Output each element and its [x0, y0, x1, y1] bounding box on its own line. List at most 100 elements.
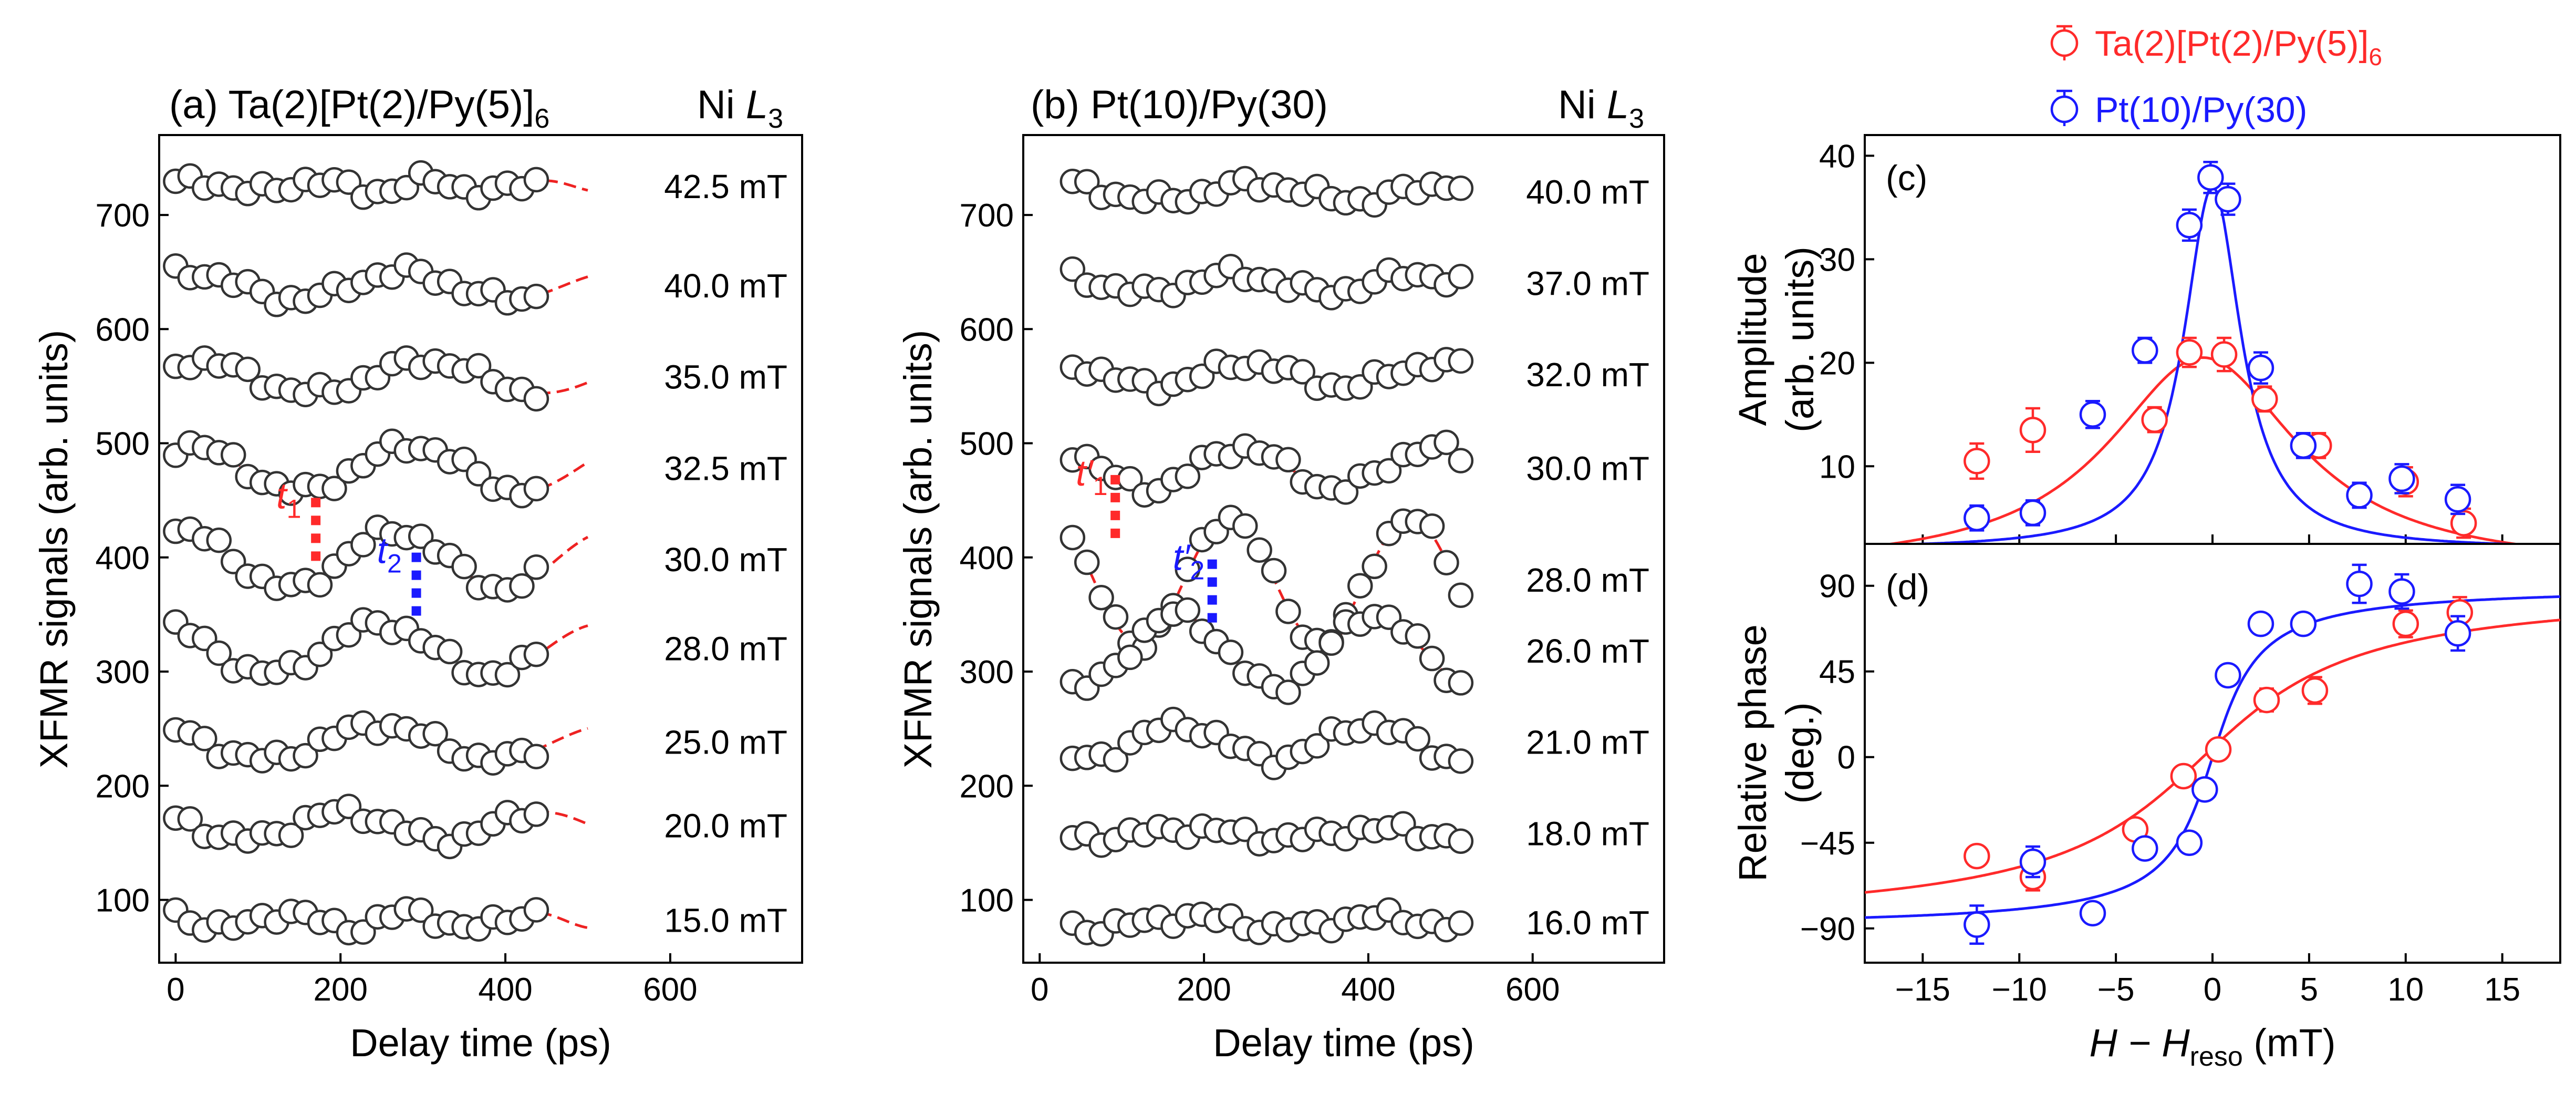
panel-b-ytick-label: 100 [960, 883, 1014, 919]
panel-d-xtick-label: 5 [2300, 972, 2318, 1008]
panel-c-data-point-red [2176, 339, 2203, 366]
panel-a-data-point [350, 919, 376, 945]
panel-b-data-point [1261, 558, 1287, 584]
panel-a-title: (a) Ta(2)[Pt(2)/Py(5)]6 [169, 83, 549, 134]
panel-d-ytick-label: 45 [1819, 654, 1855, 690]
panel-b-time-marker-square [1207, 613, 1217, 623]
panel-d-points [1964, 563, 2474, 945]
panel-b-field-labels: 40.0 mT 37.0 mT 32.0 mT 30.0 mT 28.0 mT 26.0 … [1526, 173, 1649, 942]
panel-b-data-point [1347, 573, 1373, 599]
legend-item-ta-pt-py: Ta(2)[Pt(2)/Py(5)]6 [2050, 24, 2382, 70]
panel-d-letter: (d) [1886, 567, 1929, 607]
panel-b-data-point [1247, 537, 1272, 563]
panel-b-field-label: 21.0 mT [1526, 724, 1649, 761]
panel-a-field-label: 32.5 mT [664, 449, 787, 487]
panel-c-ytick-label: 40 [1819, 138, 1855, 174]
panel-a-field-label: 35.0 mT [664, 358, 787, 396]
panel-d-data-point-blue [2388, 578, 2415, 605]
panel-b-data-point [1448, 670, 1474, 696]
panel-b-data-point [1419, 645, 1445, 672]
panel-d-data-point-blue [2215, 662, 2241, 689]
panel-b-ticks: 0 200 400 600 100 200 300 400 500 600 700 [960, 198, 1560, 1008]
panel-d-data-point-red [2170, 762, 2197, 790]
panel-a-time-marker-label: t2 [377, 530, 402, 579]
panel-b-data-point [1448, 582, 1474, 609]
panel-b-time-marker-square [1110, 528, 1120, 538]
panel-d-data-point-blue [2191, 776, 2218, 803]
panel-b-xtick-label: 600 [1505, 972, 1560, 1008]
panel-a-ytick-label: 100 [96, 883, 150, 919]
panel-a-data-point [523, 167, 549, 193]
panel-b-ytick-label: 600 [960, 312, 1014, 348]
panel-a-ytick-label: 600 [96, 312, 150, 348]
panel-c-ytick-label: 30 [1819, 242, 1855, 278]
panel-a-data-point [307, 572, 333, 598]
panel-a-data-point [235, 356, 261, 383]
panel-b-xtick-label: 400 [1341, 972, 1395, 1008]
panel-a-field-label: 28.0 mT [664, 630, 787, 668]
panel-a-edge-label: Ni L3 [697, 83, 783, 134]
panel-c-data-point-blue [2079, 401, 2106, 428]
panel-b-data-point [1376, 458, 1402, 484]
panel-b-chart: (b) Pt(10)/Py(30) Ni L3 0 200 400 600 100 200… [896, 83, 1665, 1065]
panel-d-ticks: −15 −10 −5 0 5 10 15 −90 −45 0 45 90 [1800, 569, 2520, 1008]
panel-a-data-point [523, 897, 549, 923]
panel-a-frame [158, 134, 803, 964]
panel-a-field-label: 15.0 mT [664, 902, 787, 940]
panel-b-data-point [1060, 256, 1086, 282]
panel-b-data-point [1074, 169, 1100, 195]
panel-b-data-point [1434, 429, 1459, 456]
panel-b-time-marker-square [1207, 595, 1217, 605]
panel-b-data-point [1448, 263, 1474, 290]
panel-a-xlabel: Delay time (ps) [350, 1021, 611, 1065]
panel-a-time-marker-square [311, 533, 321, 543]
panel-a-data-point [206, 640, 232, 666]
panel-a-data-point [321, 476, 347, 501]
panel-b-data-point [1333, 479, 1359, 505]
panel-b-data-point [1304, 650, 1330, 676]
panel-d-data-point-red [2301, 677, 2329, 704]
panel-a-time-marker-square [411, 570, 421, 580]
panel-b-data-point [1117, 644, 1143, 671]
panel-a-data-point [523, 744, 549, 769]
panel-a-data-point [408, 897, 434, 923]
panel-b-field-label: 26.0 mT [1526, 632, 1649, 670]
panel-b-data-point [1405, 623, 1431, 649]
panel-b-data-point [1290, 359, 1316, 385]
panel-d-chart: −15 −10 −5 0 5 10 15 −90 −45 0 45 90 (d) H − Hreso … [1731, 543, 2561, 1072]
panel-b-data-point [1275, 679, 1301, 705]
panel-c-ytick-label: 20 [1819, 345, 1855, 382]
panel-c-ylabel-unit: (arb. units) [1778, 246, 1822, 432]
panel-b-title: (b) Pt(10)/Py(30) [1031, 83, 1328, 127]
panel-c-data-point-red [2141, 406, 2168, 433]
panel-b-field-label: 40.0 mT [1526, 173, 1649, 211]
panel-d-xlabel: H − Hreso (mT) [2089, 1021, 2335, 1072]
panel-a-points [163, 160, 549, 946]
panel-d-xtick-label: −5 [2097, 972, 2135, 1008]
legend-label-red: Ta(2)[Pt(2)/Py(5)]6 [2095, 24, 2382, 70]
panel-c-data-point-blue [2176, 212, 2203, 239]
panel-b-data-point [1318, 630, 1344, 656]
panel-b-xtick-label: 0 [1031, 972, 1048, 1008]
panel-b-data-point [1448, 828, 1474, 854]
panel-b-xlabel: Delay time (ps) [1213, 1021, 1474, 1065]
panel-a-ytick-label: 200 [96, 768, 150, 805]
panel-d-ytick-label: 90 [1819, 569, 1855, 605]
panel-b-data-point [1218, 640, 1244, 665]
panel-a-time-marker-label: t1 [276, 475, 301, 523]
panel-d-data-point-red [2253, 686, 2280, 714]
panel-c-data-point-blue [2215, 185, 2241, 213]
panel-d-xtick-label: 0 [2204, 972, 2221, 1008]
panel-a-field-label: 20.0 mT [664, 807, 787, 844]
panel-b-data-point [1448, 748, 1474, 774]
panel-b-ytick-label: 400 [960, 540, 1014, 576]
panel-d-ytick-label: −45 [1800, 826, 1855, 862]
panel-a-field-labels: 42.5 mT 40.0 mT 35.0 mT 32.5 mT 30.0 mT 28.0 … [664, 168, 787, 940]
panel-d-data-point-blue [2290, 610, 2317, 637]
panel-a-ytick-label: 300 [96, 654, 150, 690]
panel-a-time-marker-square [411, 588, 421, 598]
panel-b-time-marker-label: t′1 [1076, 452, 1107, 501]
panel-d-data-point-blue [2444, 620, 2471, 647]
panel-c-data-point-blue [2197, 164, 2224, 191]
panel-a-data-point [465, 461, 492, 487]
